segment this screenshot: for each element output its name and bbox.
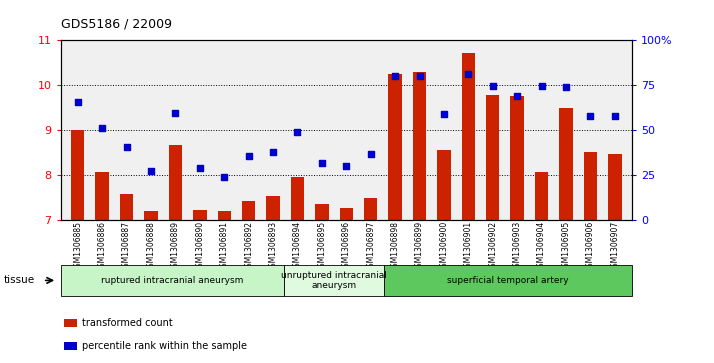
Bar: [315, 204, 328, 220]
Bar: [583, 152, 597, 220]
Point: [463, 71, 474, 77]
Bar: [96, 172, 109, 220]
Point: [560, 84, 572, 90]
Bar: [71, 130, 84, 220]
Point: [72, 99, 84, 105]
Text: transformed count: transformed count: [82, 318, 173, 329]
Text: unruptured intracranial
aneurysm: unruptured intracranial aneurysm: [281, 271, 387, 290]
Point: [170, 110, 181, 115]
Point: [243, 153, 254, 159]
Point: [536, 83, 548, 89]
Text: tissue: tissue: [4, 276, 35, 285]
Point: [145, 168, 156, 174]
Point: [487, 83, 498, 89]
Bar: [120, 193, 134, 220]
Point: [316, 160, 328, 166]
Point: [414, 73, 426, 79]
Point: [292, 129, 303, 135]
Bar: [462, 53, 475, 220]
Text: ruptured intracranial aneurysm: ruptured intracranial aneurysm: [101, 276, 243, 285]
Bar: [340, 208, 353, 220]
Point: [585, 113, 596, 119]
Text: percentile rank within the sample: percentile rank within the sample: [82, 341, 247, 351]
Bar: [242, 201, 256, 220]
Point: [194, 165, 206, 171]
Bar: [511, 96, 524, 220]
Bar: [364, 198, 378, 220]
Point: [511, 93, 523, 99]
Bar: [193, 210, 206, 220]
Bar: [388, 74, 402, 220]
Bar: [169, 146, 182, 220]
Point: [438, 111, 450, 117]
Bar: [608, 155, 621, 220]
Bar: [218, 211, 231, 220]
Bar: [266, 196, 280, 220]
Bar: [413, 72, 426, 220]
Text: superficial temporal artery: superficial temporal artery: [447, 276, 568, 285]
Point: [121, 144, 132, 150]
Bar: [437, 150, 451, 220]
Text: GDS5186 / 22009: GDS5186 / 22009: [61, 18, 171, 31]
Bar: [535, 172, 548, 220]
Bar: [486, 95, 500, 220]
Point: [218, 174, 230, 180]
Bar: [291, 177, 304, 220]
Point: [341, 163, 352, 168]
Bar: [144, 211, 158, 220]
Point: [96, 125, 108, 130]
Point: [389, 73, 401, 79]
Point: [365, 152, 376, 158]
Point: [267, 149, 278, 155]
Bar: [559, 108, 573, 220]
Point: [609, 113, 620, 119]
